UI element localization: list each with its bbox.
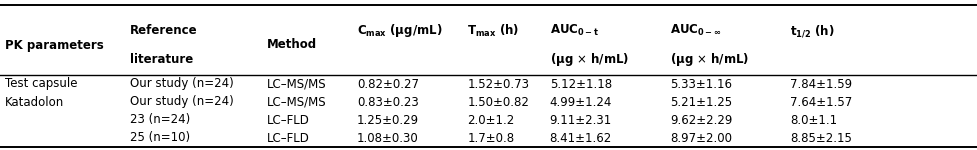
Text: LC–MS/MS: LC–MS/MS: [267, 78, 326, 90]
Text: LC–MS/MS: LC–MS/MS: [267, 96, 326, 108]
Text: 5.21±1.25: 5.21±1.25: [669, 96, 732, 108]
Text: AUC$_{\mathbf{0-\infty}}$: AUC$_{\mathbf{0-\infty}}$: [669, 23, 720, 38]
Text: 1.7±0.8: 1.7±0.8: [467, 132, 514, 144]
Text: 8.41±1.62: 8.41±1.62: [549, 132, 612, 144]
Text: 1.52±0.73: 1.52±0.73: [467, 78, 529, 90]
Text: 8.97±2.00: 8.97±2.00: [669, 132, 731, 144]
Text: 8.85±2.15: 8.85±2.15: [789, 132, 851, 144]
Text: Test capsule: Test capsule: [5, 78, 77, 90]
Text: literature: literature: [130, 53, 193, 66]
Text: Our study (n=24): Our study (n=24): [130, 78, 234, 90]
Text: 5.33±1.16: 5.33±1.16: [669, 78, 731, 90]
Text: LC–FLD: LC–FLD: [267, 132, 310, 144]
Text: 7.84±1.59: 7.84±1.59: [789, 78, 852, 90]
Text: 5.12±1.18: 5.12±1.18: [549, 78, 612, 90]
Text: 1.08±0.30: 1.08±0.30: [357, 132, 418, 144]
Text: 4.99±1.24: 4.99±1.24: [549, 96, 612, 108]
Text: ($\mathbf{\mu}$g $\times$ h/mL): ($\mathbf{\mu}$g $\times$ h/mL): [549, 51, 628, 68]
Text: ($\mathbf{\mu}$g $\times$ h/mL): ($\mathbf{\mu}$g $\times$ h/mL): [669, 51, 748, 68]
Text: Katadolon: Katadolon: [5, 96, 64, 108]
Text: 7.64±1.57: 7.64±1.57: [789, 96, 852, 108]
Text: Method: Method: [267, 39, 317, 51]
Text: T$_{\mathbf{max}}$ (h): T$_{\mathbf{max}}$ (h): [467, 23, 519, 39]
Text: 0.83±0.23: 0.83±0.23: [357, 96, 418, 108]
Text: 1.50±0.82: 1.50±0.82: [467, 96, 529, 108]
Text: Reference: Reference: [130, 24, 197, 37]
Text: 9.62±2.29: 9.62±2.29: [669, 114, 732, 126]
Text: t$_{\mathbf{1/2}}$ (h): t$_{\mathbf{1/2}}$ (h): [789, 23, 833, 39]
Text: 9.11±2.31: 9.11±2.31: [549, 114, 612, 126]
Text: 25 (n=10): 25 (n=10): [130, 132, 190, 144]
Text: 2.0±1.2: 2.0±1.2: [467, 114, 514, 126]
Text: 0.82±0.27: 0.82±0.27: [357, 78, 418, 90]
Text: AUC$_{\mathbf{0-t}}$: AUC$_{\mathbf{0-t}}$: [549, 23, 598, 38]
Text: LC–FLD: LC–FLD: [267, 114, 310, 126]
Text: Our study (n=24): Our study (n=24): [130, 96, 234, 108]
Text: C$_{\mathbf{max}}$ ($\mathbf{\mu}$g/mL): C$_{\mathbf{max}}$ ($\mathbf{\mu}$g/mL): [357, 22, 442, 39]
Text: 1.25±0.29: 1.25±0.29: [357, 114, 419, 126]
Text: PK parameters: PK parameters: [5, 39, 104, 51]
Text: 23 (n=24): 23 (n=24): [130, 114, 191, 126]
Text: 8.0±1.1: 8.0±1.1: [789, 114, 836, 126]
